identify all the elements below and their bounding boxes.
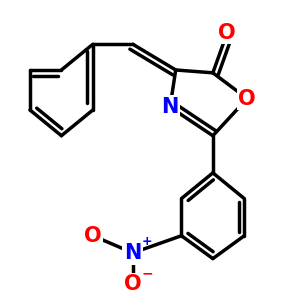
Text: N: N: [161, 97, 179, 117]
Text: −: −: [141, 266, 153, 280]
Text: O: O: [218, 23, 236, 43]
Text: O: O: [124, 274, 142, 294]
Text: N: N: [124, 243, 142, 263]
Text: O: O: [84, 226, 102, 246]
Text: +: +: [142, 235, 152, 248]
Text: O: O: [238, 88, 256, 109]
